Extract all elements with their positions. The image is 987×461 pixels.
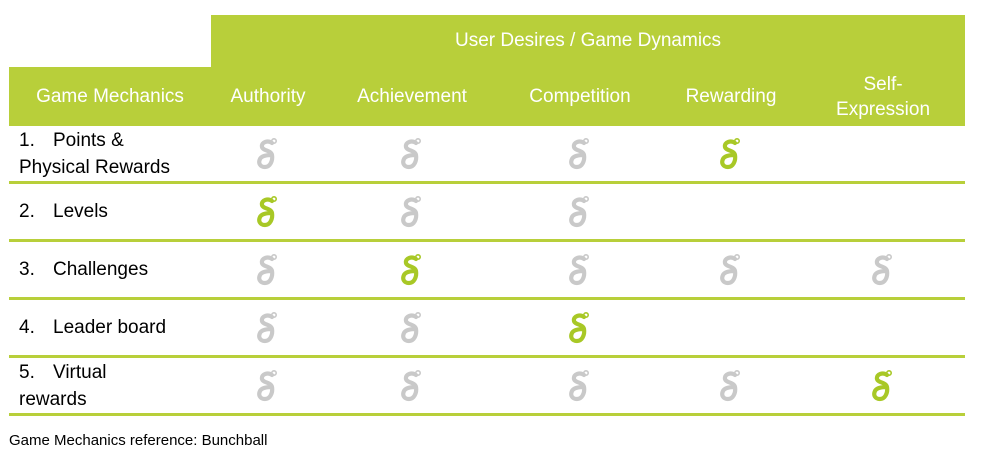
column-header-competition: Competition — [499, 67, 661, 126]
mechanic-label: 5. Virtual rewards — [9, 356, 211, 416]
row-label: Points & Physical Rewards — [19, 129, 170, 178]
table-cell — [325, 126, 499, 184]
table-row: 3. Challenges — [9, 240, 966, 300]
bunchball-g-icon — [401, 195, 421, 227]
mechanic-label: 3. Challenges — [9, 240, 211, 300]
table-cell — [801, 126, 966, 184]
row-label: Challenges — [53, 259, 149, 280]
table-cell — [661, 126, 801, 184]
table-cell — [325, 356, 499, 416]
column-header-self-expression: Self- Expression — [801, 67, 966, 126]
table-cell — [499, 126, 661, 184]
bunchball-g-icon — [720, 369, 740, 401]
bunchball-g-icon — [569, 195, 589, 227]
bunchball-g-icon — [569, 369, 589, 401]
row-number: 1. — [19, 129, 35, 151]
bunchball-g-icon — [257, 253, 277, 285]
table-cell — [499, 182, 661, 242]
table-cell — [499, 356, 661, 416]
table-cell — [661, 298, 801, 358]
table-cell — [325, 240, 499, 300]
table-row: 5. Virtual rewards — [9, 356, 966, 416]
bunchball-g-icon — [257, 311, 277, 343]
column-header-authority: Authority — [211, 67, 325, 126]
table-row: 1. Points & Physical Rewards — [9, 126, 966, 184]
table-cell — [211, 126, 325, 184]
row-label: Leader board — [53, 317, 167, 338]
bunchball-g-icon — [569, 137, 589, 169]
bunchball-g-icon — [401, 369, 421, 401]
table-cell — [801, 182, 966, 242]
bunchball-g-icon — [569, 253, 589, 285]
mechanic-label: 1. Points & Physical Rewards — [9, 126, 211, 184]
table-cell — [325, 298, 499, 358]
row-label: Levels — [53, 201, 108, 222]
blank-corner-cell — [9, 15, 211, 67]
game-mechanics-table: User Desires / Game Dynamics Game Mechan… — [9, 15, 966, 416]
table-cell — [211, 240, 325, 300]
table-cell — [661, 356, 801, 416]
table-cell — [801, 240, 966, 300]
row-number: 4. — [19, 317, 35, 338]
table-cell — [211, 356, 325, 416]
table-cell — [661, 182, 801, 242]
column-header-rewarding: Rewarding — [661, 67, 801, 126]
mechanic-label: 4. Leader board — [9, 298, 211, 358]
table-cell — [211, 182, 325, 242]
bunchball-g-icon — [872, 253, 893, 285]
column-header-achievement: Achievement — [325, 67, 499, 126]
table-row: 2. Levels — [9, 182, 966, 242]
bunchball-g-icon — [257, 369, 277, 401]
bunchball-g-icon — [720, 137, 740, 169]
bunchball-g-icon — [401, 253, 421, 285]
bunchball-g-icon — [872, 369, 893, 401]
table-cell — [499, 240, 661, 300]
row-number: 3. — [19, 259, 35, 280]
caption: Game Mechanics reference: Bunchball — [9, 432, 268, 449]
bunchball-g-icon — [257, 195, 277, 227]
table-cell — [499, 298, 661, 358]
table-cell — [325, 182, 499, 242]
row-number: 2. — [19, 201, 35, 222]
mechanic-label: 2. Levels — [9, 182, 211, 242]
bunchball-g-icon — [569, 311, 589, 343]
row-number: 5. — [19, 361, 35, 383]
bunchball-g-icon — [401, 311, 421, 343]
table-cell — [801, 298, 966, 358]
super-header: User Desires / Game Dynamics — [211, 15, 966, 67]
bunchball-g-icon — [401, 137, 421, 169]
bunchball-g-icon — [720, 253, 740, 285]
table-cell — [661, 240, 801, 300]
table-row: 4. Leader board — [9, 298, 966, 358]
corner-header: Game Mechanics — [9, 67, 211, 126]
bunchball-g-icon — [257, 137, 277, 169]
table-cell — [801, 356, 966, 416]
row-label: Virtual rewards — [19, 361, 107, 410]
table-cell — [211, 298, 325, 358]
